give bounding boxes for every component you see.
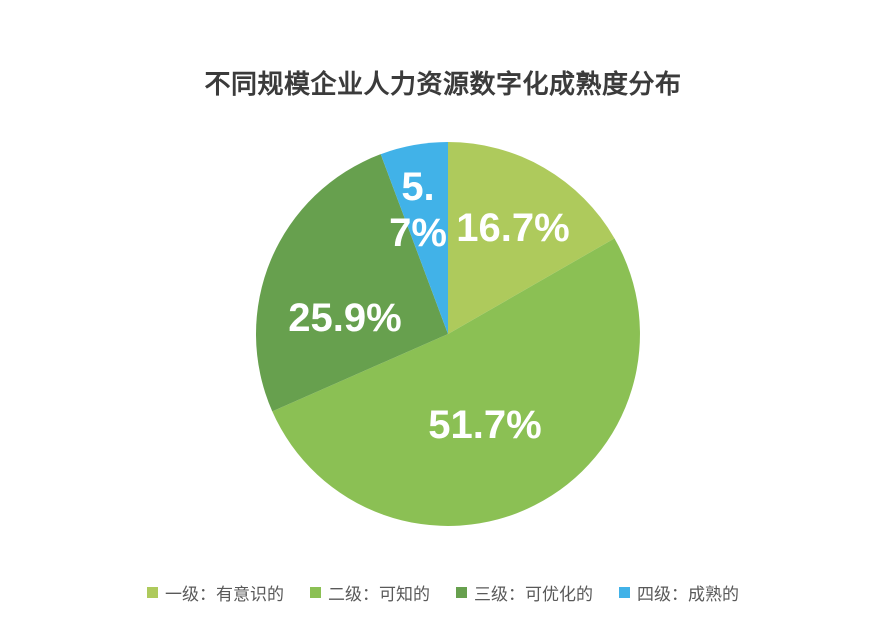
legend-swatch-icon — [147, 587, 158, 598]
slice-value-label-2: 51.7% — [428, 403, 542, 447]
pie-slice-3 — [255, 154, 448, 412]
legend-swatch-icon — [619, 587, 630, 598]
slice-value-label-3: 25.9% — [288, 296, 402, 340]
legend-item-2: 二级：可知的 — [310, 580, 430, 605]
legend-item-3: 三级：可优化的 — [456, 580, 593, 605]
legend-label: 四级：成熟的 — [637, 585, 739, 604]
legend-item-1: 一级：有意识的 — [147, 580, 284, 605]
slice-value-label-1: 16.7% — [456, 206, 570, 250]
legend-swatch-icon — [456, 587, 467, 598]
pie-slice-1 — [448, 141, 615, 334]
legend-label: 三级：可优化的 — [474, 585, 593, 604]
pie-slice-2 — [272, 238, 640, 526]
legend-item-4: 四级：成熟的 — [619, 580, 739, 605]
pie-slice-4 — [380, 142, 448, 334]
legend: 一级：有意识的 二级：可知的 三级：可优化的 四级：成熟的 — [0, 580, 886, 605]
legend-swatch-icon — [310, 587, 321, 598]
chart-title: 不同规模企业人力资源数字化成熟度分布 — [204, 69, 682, 99]
legend-label: 二级：可知的 — [328, 585, 430, 604]
legend-label: 一级：有意识的 — [165, 585, 284, 604]
slice-value-label-4: 5.7% — [389, 165, 447, 255]
